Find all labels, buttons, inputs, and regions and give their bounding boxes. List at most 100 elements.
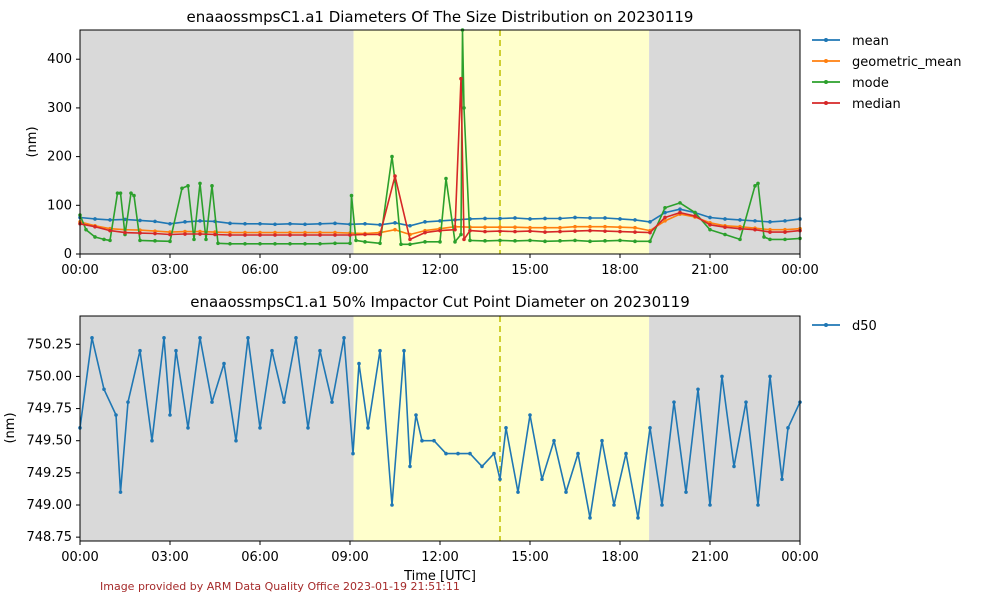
data-point <box>132 193 136 198</box>
data-point <box>198 181 202 186</box>
y-tick-label: 750.00 <box>27 369 73 384</box>
data-point <box>438 228 442 233</box>
data-point <box>492 451 496 456</box>
x-tick-label: 00:00 <box>61 550 98 565</box>
data-point <box>693 214 697 218</box>
data-point <box>618 238 622 243</box>
data-point <box>648 239 652 244</box>
data-point <box>480 464 484 469</box>
y-tick-label: 748.75 <box>27 530 73 545</box>
data-point <box>423 240 427 244</box>
data-point <box>633 239 637 244</box>
data-point <box>246 336 250 340</box>
data-point <box>756 503 760 507</box>
x-tick-label: 00:00 <box>61 263 98 278</box>
x-tick-label: 15:00 <box>511 263 548 278</box>
data-point <box>138 348 142 353</box>
data-point <box>462 237 466 242</box>
data-point <box>84 227 88 232</box>
data-point <box>762 235 766 239</box>
data-point <box>210 400 214 404</box>
data-point <box>738 218 742 222</box>
data-point <box>693 210 697 215</box>
data-point <box>648 230 652 235</box>
data-point <box>198 336 202 340</box>
data-point <box>588 216 592 220</box>
data-point <box>288 222 292 226</box>
data-point <box>768 220 772 224</box>
data-point <box>378 222 382 227</box>
data-point <box>663 205 667 210</box>
data-point <box>423 230 427 235</box>
data-point <box>258 222 262 226</box>
data-point <box>306 426 310 430</box>
y-tick-label: 400 <box>47 52 72 67</box>
y-tick-label: 749.00 <box>27 498 73 513</box>
data-point <box>183 220 187 224</box>
data-point <box>513 225 517 230</box>
data-point <box>432 438 436 443</box>
data-point <box>93 235 97 239</box>
y-axis-label: (nm) <box>25 126 40 157</box>
x-tick-label: 03:00 <box>151 550 188 565</box>
x-tick-label: 21:00 <box>691 263 728 278</box>
shaded-region <box>649 316 800 541</box>
legend-marker <box>824 80 828 84</box>
data-point <box>270 348 274 353</box>
data-point <box>636 516 640 520</box>
legend-marker <box>824 59 828 63</box>
data-point <box>558 229 562 234</box>
data-point <box>363 232 367 237</box>
data-point <box>333 221 337 226</box>
data-point <box>210 184 214 188</box>
data-point <box>633 225 637 230</box>
data-point <box>528 238 532 243</box>
data-point <box>108 228 112 233</box>
data-point <box>540 477 544 482</box>
data-point <box>552 438 556 443</box>
data-point <box>115 191 120 195</box>
data-point <box>438 240 442 244</box>
y-tick-label: 200 <box>47 150 72 165</box>
data-point <box>678 210 682 215</box>
data-point <box>603 224 607 229</box>
data-point <box>603 229 607 233</box>
data-point <box>528 225 532 230</box>
x-tick-label: 09:00 <box>331 550 368 565</box>
data-point <box>108 218 112 222</box>
data-point <box>402 348 406 353</box>
data-point <box>498 225 502 230</box>
x-tick-label: 03:00 <box>151 263 188 278</box>
data-point <box>408 237 412 242</box>
data-point <box>243 222 247 226</box>
data-point <box>783 230 787 234</box>
data-point <box>318 241 322 246</box>
data-point <box>153 219 157 224</box>
data-point <box>516 490 520 494</box>
data-point <box>243 233 247 237</box>
data-point <box>168 232 172 237</box>
data-point <box>618 225 622 230</box>
data-point <box>342 336 346 340</box>
data-point <box>573 229 577 233</box>
data-point <box>672 400 676 404</box>
data-point <box>498 477 502 482</box>
data-point <box>378 348 382 353</box>
data-point <box>720 374 724 379</box>
data-point <box>498 238 502 243</box>
data-point <box>408 223 412 228</box>
data-point <box>459 232 463 237</box>
x-tick-label: 21:00 <box>691 550 728 565</box>
data-point <box>678 207 682 211</box>
y-tick-label: 749.75 <box>27 402 73 417</box>
data-point <box>294 336 298 340</box>
data-point <box>192 237 196 242</box>
data-point <box>738 237 742 242</box>
y-tick-label: 749.25 <box>27 466 73 481</box>
data-point <box>513 216 517 220</box>
data-point <box>708 227 712 232</box>
data-point <box>348 233 352 237</box>
data-point <box>564 490 568 494</box>
x-axis-label: Time [UTC] <box>403 569 476 584</box>
